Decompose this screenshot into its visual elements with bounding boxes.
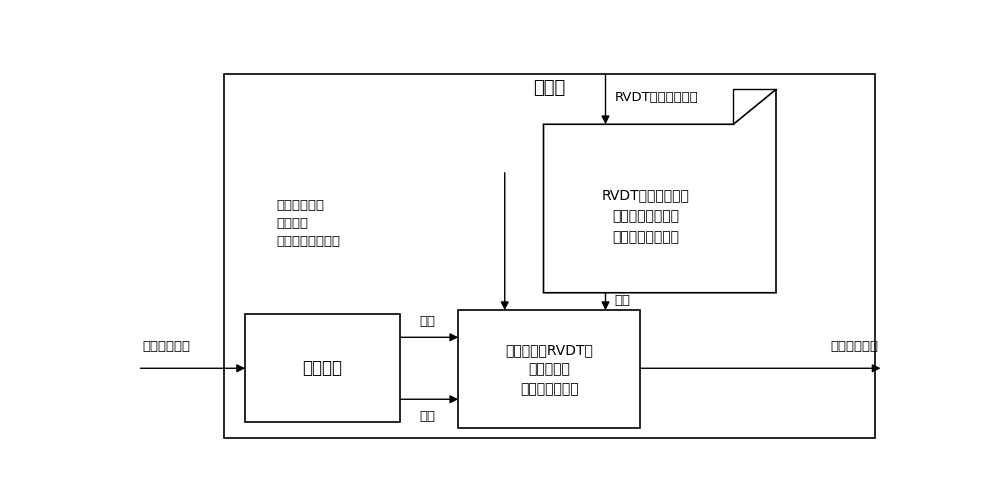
FancyBboxPatch shape (245, 314, 400, 423)
Text: 数字差分信号: 数字差分信号 (830, 341, 878, 354)
Text: 选取: 选取 (615, 294, 631, 307)
FancyBboxPatch shape (224, 74, 875, 438)
Text: 幅值: 幅值 (419, 315, 435, 328)
Text: 控制器: 控制器 (534, 79, 566, 97)
FancyBboxPatch shape (458, 310, 640, 429)
Polygon shape (544, 90, 776, 293)
Text: 解析处理: 解析处理 (303, 359, 343, 377)
Text: 当前角位移、
变压比、
角位移范围上限值: 当前角位移、 变压比、 角位移范围上限值 (276, 199, 340, 247)
Text: 数字激励信号: 数字激励信号 (142, 341, 190, 354)
Text: 频率: 频率 (419, 410, 435, 423)
Text: RVDT当前接线模式: RVDT当前接线模式 (615, 91, 699, 104)
Text: RVDT各接线模式对
应的激励信号与差
分信号的函数关系: RVDT各接线模式对 应的激励信号与差 分信号的函数关系 (602, 189, 690, 244)
Text: 选取出的与RVDT当
前接线模式
对应的函数关系: 选取出的与RVDT当 前接线模式 对应的函数关系 (505, 343, 593, 396)
